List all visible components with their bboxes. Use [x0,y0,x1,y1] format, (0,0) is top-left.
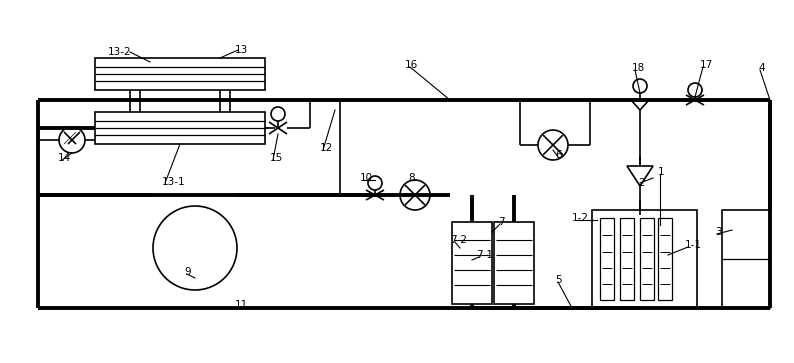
Bar [658,218,672,300]
Circle shape [400,180,430,210]
Text: 12: 12 [320,143,333,153]
Text: 11: 11 [235,300,249,310]
Text: 7-1: 7-1 [476,250,493,260]
Text: 5: 5 [555,275,561,285]
Text: 1-1: 1-1 [685,240,702,250]
Text: 7-2: 7-2 [450,235,467,245]
Bar [592,210,697,308]
Text: 13-1: 13-1 [162,177,186,187]
Bar [95,112,265,144]
Bar [95,58,265,90]
Bar [722,210,770,308]
Polygon shape [627,166,653,186]
Text: 4: 4 [758,63,765,73]
Circle shape [368,176,382,190]
Text: 13-2: 13-2 [108,47,132,57]
Circle shape [271,107,285,121]
Bar [620,218,634,300]
Text: 1-2: 1-2 [572,213,589,223]
Bar [640,218,654,300]
Text: 15: 15 [270,153,283,163]
Bar [600,218,614,300]
Bar [452,222,492,304]
Text: 8: 8 [408,173,414,183]
Text: 3: 3 [715,227,722,237]
Text: 9: 9 [184,267,191,277]
Text: 7: 7 [498,217,505,227]
Text: 2: 2 [638,178,645,188]
Circle shape [688,83,702,97]
Text: 10: 10 [360,173,373,183]
Text: 13: 13 [235,45,249,55]
Circle shape [59,127,85,153]
Circle shape [153,206,237,290]
Text: 6: 6 [555,150,561,160]
Text: 16: 16 [405,60,418,70]
Circle shape [633,79,647,93]
Text: 14: 14 [58,153,71,163]
Circle shape [538,130,568,160]
Polygon shape [631,100,649,110]
Text: 18: 18 [632,63,646,73]
Bar [494,222,534,304]
Text: 17: 17 [700,60,713,70]
Text: 1: 1 [658,167,665,177]
